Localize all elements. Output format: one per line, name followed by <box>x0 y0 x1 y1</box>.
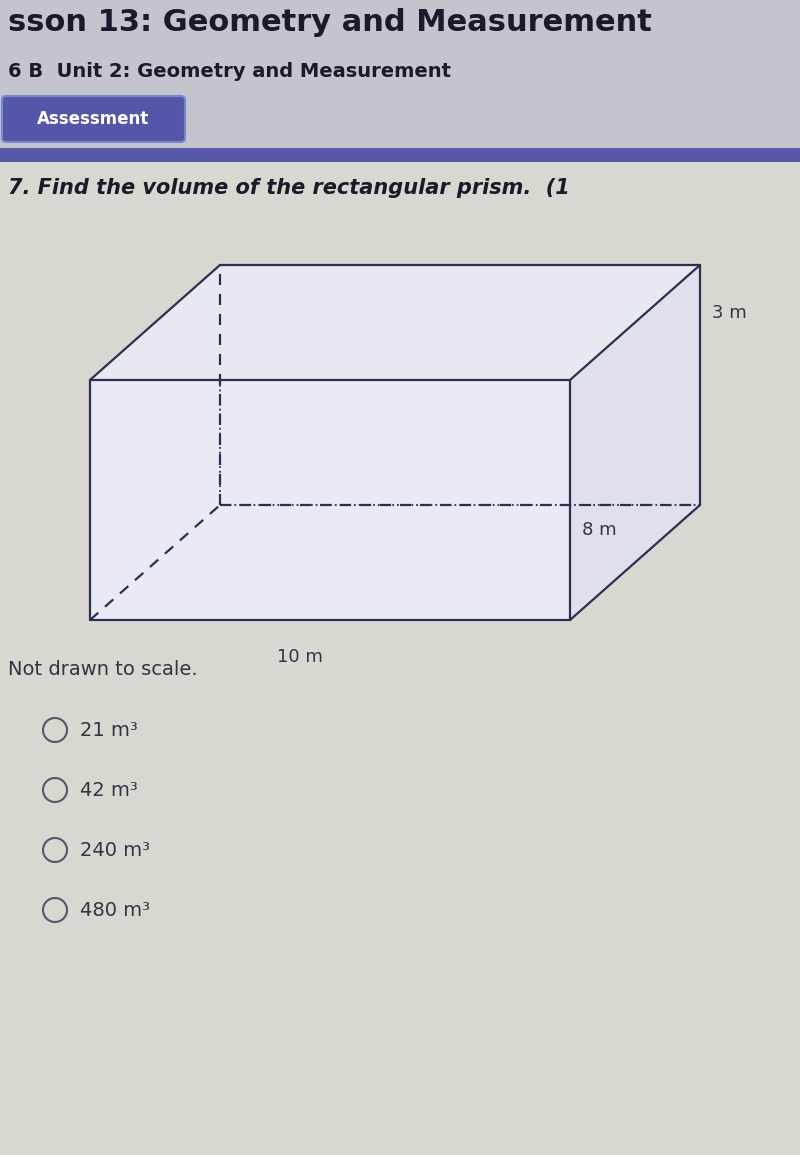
Text: Not drawn to scale.: Not drawn to scale. <box>8 660 198 679</box>
FancyBboxPatch shape <box>2 96 185 142</box>
Text: 8 m: 8 m <box>582 521 617 539</box>
Text: 42 m³: 42 m³ <box>80 781 138 799</box>
Text: 10 m: 10 m <box>277 648 323 666</box>
Bar <box>0 148 800 162</box>
Text: 3 m: 3 m <box>712 304 746 321</box>
Text: 480 m³: 480 m³ <box>80 901 150 919</box>
Text: 240 m³: 240 m³ <box>80 841 150 859</box>
Text: Assessment: Assessment <box>37 110 149 128</box>
Text: 7. Find the volume of the rectangular prism.  (1: 7. Find the volume of the rectangular pr… <box>8 178 570 198</box>
Text: sson 13: Geometry and Measurement: sson 13: Geometry and Measurement <box>8 8 652 37</box>
Polygon shape <box>90 264 700 380</box>
Text: 21 m³: 21 m³ <box>80 721 138 739</box>
Polygon shape <box>570 264 700 620</box>
Bar <box>0 0 800 155</box>
Text: 6 B  Unit 2: Geometry and Measurement: 6 B Unit 2: Geometry and Measurement <box>8 62 451 81</box>
Polygon shape <box>90 380 570 620</box>
Bar <box>0 162 800 1155</box>
